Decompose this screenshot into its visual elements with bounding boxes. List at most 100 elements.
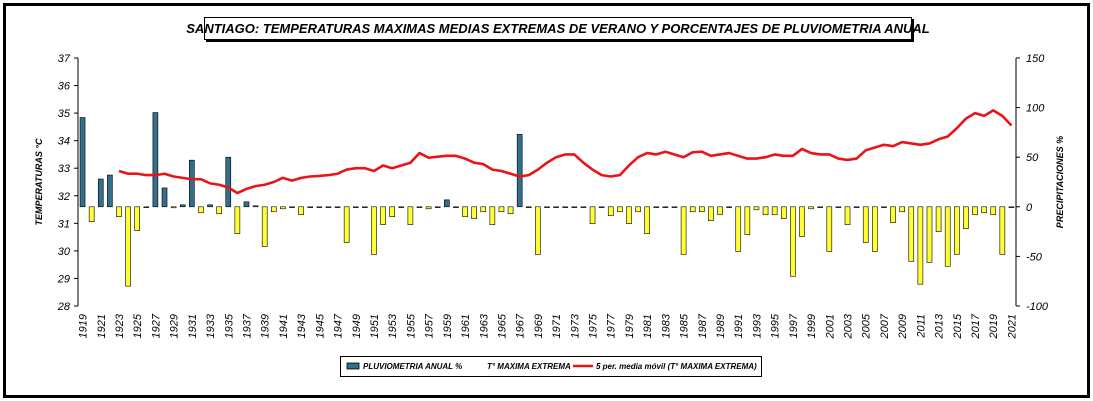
precip-bar <box>954 206 960 255</box>
x-tick-label: 1987 <box>697 313 709 338</box>
precip-bar <box>653 206 660 208</box>
precip-bar <box>444 199 450 208</box>
precip-bar <box>917 206 924 285</box>
precip-bar <box>981 206 987 214</box>
precip-bar <box>261 206 268 247</box>
x-tick-label: 2009 <box>897 314 909 339</box>
precip-bar <box>717 206 723 216</box>
precip-bar <box>161 187 168 208</box>
precip-bar <box>744 206 751 235</box>
precip-bar <box>97 178 104 208</box>
x-tick-label: 1929 <box>169 314 181 338</box>
legend-label-tmax: T° MAXIMA EXTREMA <box>487 362 571 371</box>
right-axis-title: PRECIPITACIONES % <box>1055 136 1065 228</box>
x-tick-label: 1995 <box>770 313 782 338</box>
x-tick-label: 1925 <box>132 313 144 338</box>
precip-bar <box>234 206 241 234</box>
precip-bar <box>944 206 951 267</box>
x-tick-label: 2015 <box>952 313 964 339</box>
x-tick-label: 1937 <box>241 313 253 338</box>
x-tick-label: 1939 <box>260 314 272 338</box>
precip-bar <box>216 206 222 215</box>
right-tick-label: -100 <box>1026 301 1049 313</box>
precip-bars <box>79 112 1015 287</box>
x-tick-label: 1991 <box>733 314 745 338</box>
precip-bar <box>298 206 304 216</box>
precip-bar <box>152 112 159 208</box>
legend-swatch-bars <box>346 362 360 370</box>
x-tick-label: 1953 <box>387 313 399 338</box>
x-tick-label: 1933 <box>205 313 217 338</box>
precip-bar <box>580 206 587 208</box>
x-tick-label: 1965 <box>496 313 508 338</box>
precip-bar <box>398 206 405 208</box>
precip-bar <box>489 206 496 225</box>
precip-bar <box>207 204 213 208</box>
x-tick-label: 1977 <box>606 313 618 338</box>
x-axis-ticks: 1919 1921 1923 1925 1927 1929 1931 1933 1935 1937… <box>78 313 1019 339</box>
precip-bar <box>689 206 696 213</box>
x-tick-label: 1923 <box>114 313 126 338</box>
precip-bar <box>771 206 778 216</box>
precip-bar <box>926 206 933 263</box>
precip-bar <box>617 206 623 213</box>
chart-frame <box>3 3 1090 398</box>
x-tick-label: 2003 <box>843 313 855 339</box>
left-tick-label: 31 <box>58 218 70 230</box>
x-tick-label: 1935 <box>223 313 235 338</box>
x-tick-label: 1919 <box>78 314 90 338</box>
left-tick-label: 34 <box>58 136 70 148</box>
precip-bar <box>835 206 842 208</box>
precip-bar <box>79 117 86 208</box>
legend: PLUVIOMETRIA ANUAL % T° MAXIMA EXTREMA 5… <box>340 356 762 377</box>
precip-bar <box>88 206 95 222</box>
precip-bar <box>371 206 377 255</box>
precip-bar <box>170 206 177 209</box>
x-tick-label: 1975 <box>588 313 600 338</box>
x-tick-label: 1993 <box>751 313 763 338</box>
precip-bar <box>635 206 641 213</box>
legend-label-moving-average: 5 per. media móvil (T° MAXIMA EXTREMA) <box>596 362 757 371</box>
x-tick-label: 1983 <box>660 313 672 338</box>
precip-bar <box>143 206 150 208</box>
precip-bar <box>826 206 833 252</box>
precip-bar <box>362 206 368 208</box>
precip-bar <box>125 206 131 287</box>
x-tick-label: 1949 <box>351 314 363 338</box>
right-tick-label: 50 <box>1026 152 1039 164</box>
moving-average-line <box>118 109 1013 195</box>
precip-bar <box>899 206 905 213</box>
x-tick-label: 1927 <box>150 313 162 338</box>
precip-bar <box>589 206 596 224</box>
right-tick-label: 150 <box>1026 53 1045 65</box>
precip-bar <box>525 206 532 208</box>
x-tick-label: 1955 <box>405 313 417 338</box>
precip-bar <box>516 134 523 208</box>
x-tick-label: 2007 <box>879 313 891 339</box>
precip-bar <box>225 156 232 208</box>
precip-bar <box>990 206 997 216</box>
precip-bar <box>380 206 386 225</box>
left-tick-label: 28 <box>57 301 71 313</box>
x-tick-label: 2001 <box>824 314 836 339</box>
precip-bar <box>425 206 432 210</box>
precip-bar <box>708 206 714 221</box>
precip-bar <box>780 206 787 220</box>
precip-bar <box>252 205 259 208</box>
precip-bar <box>289 206 295 208</box>
precip-bar <box>753 206 760 211</box>
precip-bar <box>571 206 578 208</box>
x-tick-label: 1951 <box>369 314 381 338</box>
x-tick-label: 1941 <box>278 314 290 338</box>
precip-bar <box>507 206 514 215</box>
precip-bar <box>726 206 732 208</box>
precip-bar <box>644 206 650 234</box>
precip-bar <box>535 206 541 255</box>
left-tick-label: 33 <box>58 163 71 175</box>
x-tick-label: 1945 <box>314 313 326 338</box>
precip-bar <box>790 206 796 277</box>
left-tick-label: 30 <box>58 246 71 258</box>
x-tick-label: 1973 <box>569 313 581 338</box>
precip-bar <box>662 206 669 208</box>
precip-bar <box>963 206 969 229</box>
